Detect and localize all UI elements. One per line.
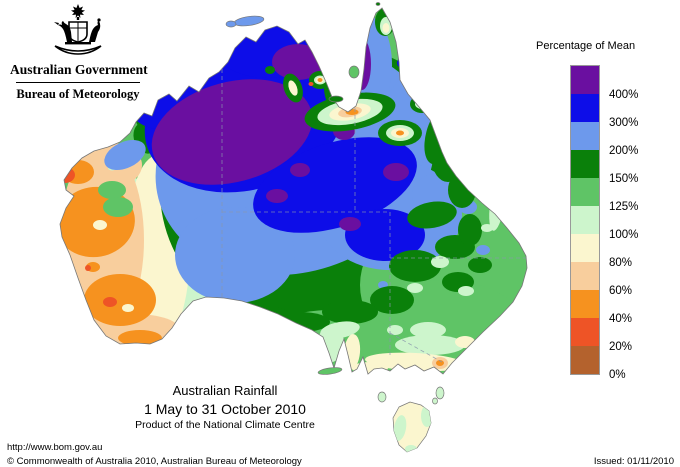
- issued-date: Issued: 01/11/2010: [593, 456, 674, 467]
- legend-scale: 400% 300% 200% 150% 125% 100% 80% 60% 40% 20% 0%: [570, 65, 638, 381]
- legend-band-label: 20%: [609, 341, 633, 353]
- map-caption: Australian Rainfall 1 May to 31 October …: [50, 383, 400, 431]
- legend-band-label: 0%: [609, 369, 626, 381]
- legend-band: 200%: [571, 122, 638, 157]
- legend-band-label: 60%: [609, 285, 633, 297]
- legend-band: 60%: [571, 262, 632, 297]
- legend-band: 125%: [571, 178, 638, 213]
- legend-band-label: 200%: [609, 145, 639, 157]
- legend-band: 0%: [571, 346, 626, 381]
- legend-band: 300%: [571, 94, 638, 129]
- bureau-title: Bureau of Meteorology: [16, 87, 140, 101]
- mainland-coastline: [59, 7, 528, 375]
- map-title: Australian Rainfall: [172, 383, 278, 398]
- legend-band: 40%: [571, 290, 632, 325]
- legend-band: 150%: [571, 150, 638, 185]
- map-period: 1 May to 31 October 2010: [144, 401, 306, 417]
- legend-band: 20%: [571, 318, 632, 353]
- legend-band-label: 300%: [609, 117, 639, 129]
- copyright-text: © Commonwealth of Australia 2010, Austra…: [7, 456, 302, 467]
- legend-title: Percentage of Mean: [536, 40, 636, 52]
- legend-band-label: 125%: [609, 201, 639, 213]
- state-borders: [221, 62, 526, 363]
- legend-band-label: 150%: [609, 173, 639, 185]
- coat-of-arms-icon: [54, 4, 102, 55]
- islands: [225, 2, 445, 405]
- legend-band-label: 80%: [609, 257, 633, 269]
- legend-band: 100%: [571, 206, 638, 241]
- legend-band: 400%: [571, 66, 638, 101]
- legend-band: 80%: [571, 234, 632, 269]
- legend-band-label: 100%: [609, 229, 639, 241]
- logo-divider: [16, 82, 140, 83]
- map-product: Product of the National Climate Centre: [135, 419, 315, 431]
- legend-band-label: 40%: [609, 313, 633, 325]
- legend-band-label: 400%: [609, 89, 639, 101]
- legend: Percentage of Mean 400% 300% 200% 150% 125% 1…: [536, 40, 638, 381]
- bom-logo: Australian Government Bureau of Meteorol…: [10, 4, 148, 102]
- bom-url: http://www.bom.gov.au: [7, 442, 103, 453]
- government-title: Australian Government: [10, 62, 148, 77]
